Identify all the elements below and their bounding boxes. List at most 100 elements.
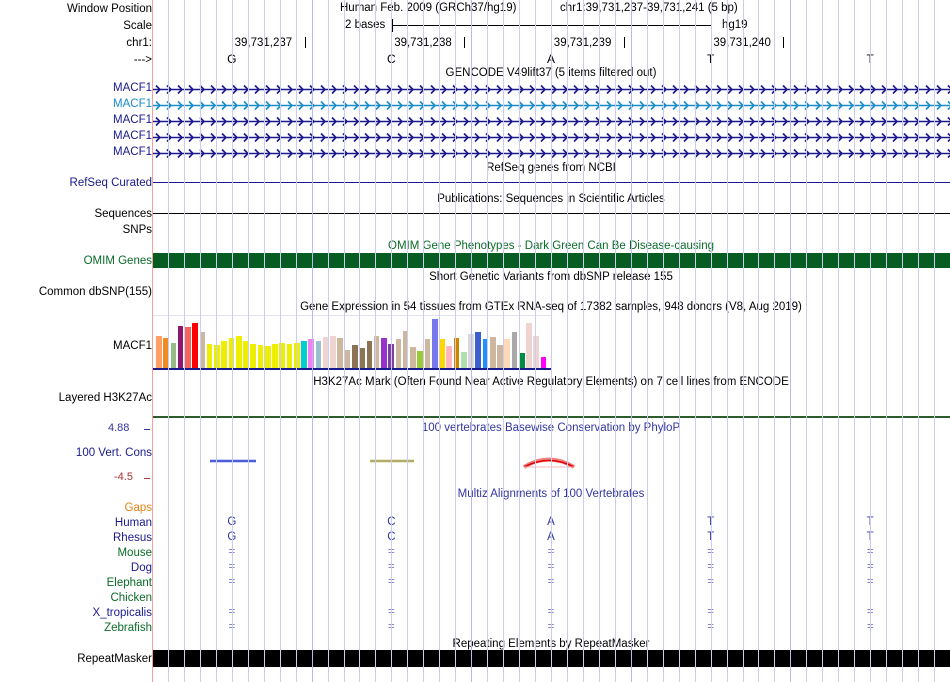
label-common-dbsnp[interactable]: Common dbSNP(155) bbox=[38, 286, 152, 298]
gtex-tissue-bar[interactable] bbox=[163, 338, 169, 369]
gtex-tissue-bar[interactable] bbox=[293, 342, 300, 369]
grid-line bbox=[503, 0, 505, 682]
label-100-vert-cons[interactable]: 100 Vert. Cons bbox=[75, 447, 152, 459]
gtex-tissue-bar[interactable] bbox=[250, 343, 257, 369]
track-data-pane: 39,731,237 39,731,238 39,731,239 39,731,240… bbox=[108, 0, 950, 682]
label-species-human[interactable]: Human bbox=[114, 517, 152, 529]
grid-line bbox=[167, 0, 169, 682]
label-gaps[interactable]: Gaps bbox=[124, 502, 153, 514]
gtex-tissue-bar[interactable] bbox=[214, 344, 220, 369]
gtex-tissue-bar[interactable] bbox=[489, 337, 496, 369]
label-gencode-row-3[interactable]: MACF1 bbox=[113, 130, 152, 142]
gtex-tissue-bar[interactable] bbox=[228, 338, 235, 369]
gtex-tissue-bar[interactable] bbox=[272, 344, 278, 369]
label-species-dog[interactable]: Dog bbox=[130, 562, 152, 574]
gtex-tissue-bar[interactable] bbox=[395, 339, 402, 369]
scale-tick-left bbox=[392, 19, 393, 32]
gtex-tissue-bar[interactable] bbox=[388, 343, 394, 369]
gtex-tissue-bar[interactable] bbox=[453, 338, 460, 369]
gtex-tissue-bar[interactable] bbox=[526, 323, 532, 369]
grid-line bbox=[678, 0, 680, 682]
label-gencode-row-4[interactable]: MACF1 bbox=[113, 146, 152, 158]
gtex-tissue-bar[interactable] bbox=[257, 344, 264, 369]
gtex-tissue-bar[interactable] bbox=[308, 339, 315, 369]
gtex-tissue-bar[interactable] bbox=[170, 342, 177, 369]
label-repeatmasker[interactable]: RepeatMasker bbox=[77, 653, 152, 665]
gtex-tissue-bar[interactable] bbox=[475, 331, 482, 369]
gtex-tissue-bar[interactable] bbox=[337, 338, 344, 369]
label-omim-genes[interactable]: OMIM Genes bbox=[83, 255, 152, 267]
gtex-tissue-bar[interactable] bbox=[156, 336, 162, 369]
gtex-tissue-bar[interactable] bbox=[330, 336, 336, 369]
gtex-tissue-bar[interactable] bbox=[264, 345, 271, 369]
label-species-x-tropicalis[interactable]: X_tropicalis bbox=[92, 607, 152, 619]
gtex-bar-chart[interactable] bbox=[152, 315, 552, 370]
gtex-tissue-bar[interactable] bbox=[315, 340, 322, 369]
gtex-tissue-bar[interactable] bbox=[206, 343, 213, 369]
gtex-tissue-bar[interactable] bbox=[177, 325, 184, 369]
gtex-tissue-bar[interactable] bbox=[511, 331, 518, 369]
gtex-tissue-bar[interactable] bbox=[279, 342, 286, 369]
gtex-tissue-bar[interactable] bbox=[460, 352, 467, 369]
grid-line bbox=[902, 0, 904, 682]
grid-line bbox=[423, 0, 425, 682]
gtex-tissue-bar[interactable] bbox=[402, 330, 409, 369]
gtex-tissue-bar[interactable] bbox=[417, 350, 423, 369]
gtex-tissue-bar[interactable] bbox=[518, 353, 525, 369]
label-species-rhesus[interactable]: Rhesus bbox=[113, 532, 152, 544]
gencode-transcript-row[interactable] bbox=[152, 98, 950, 111]
gtex-tissue-bar[interactable] bbox=[373, 336, 380, 369]
label-refseq-curated[interactable]: RefSeq Curated bbox=[69, 177, 152, 189]
label-gencode-row-2[interactable]: MACF1 bbox=[113, 114, 152, 126]
grid-line bbox=[918, 0, 920, 682]
gtex-tissue-bar[interactable] bbox=[533, 336, 540, 369]
label-gtex-macf1[interactable]: MACF1 bbox=[113, 340, 152, 352]
label-gencode-row-0[interactable]: MACF1 bbox=[113, 82, 152, 94]
gtex-tissue-bar[interactable] bbox=[344, 349, 351, 369]
grid-line bbox=[391, 0, 393, 682]
gtex-tissue-bar[interactable] bbox=[185, 326, 191, 369]
gtex-tissue-bar[interactable] bbox=[322, 337, 329, 369]
label-species-chicken[interactable]: Chicken bbox=[110, 592, 152, 604]
gtex-tissue-bar[interactable] bbox=[199, 331, 206, 369]
label-layered-h3k27ac[interactable]: Layered H3K27Ac bbox=[58, 392, 152, 404]
gtex-tissue-bar[interactable] bbox=[235, 336, 242, 369]
gtex-tissue-bar[interactable] bbox=[352, 344, 358, 369]
gtex-tissue-bar[interactable] bbox=[301, 341, 307, 369]
grid-line bbox=[934, 0, 936, 682]
gtex-tissue-bar[interactable] bbox=[468, 334, 474, 369]
gtex-tissue-bar[interactable] bbox=[439, 339, 445, 369]
label-gencode-row-1[interactable]: MACF1 bbox=[113, 98, 152, 110]
gtex-tissue-bar[interactable] bbox=[410, 346, 416, 369]
label-species-zebrafish[interactable]: Zebrafish bbox=[104, 622, 152, 634]
gtex-tissue-bar[interactable] bbox=[221, 341, 227, 369]
gtex-tissue-bar[interactable] bbox=[504, 339, 511, 369]
gtex-tissue-bar[interactable] bbox=[497, 344, 503, 369]
gtex-tissue-bar[interactable] bbox=[381, 338, 387, 369]
grid-line bbox=[822, 0, 824, 682]
gtex-tissue-bar[interactable] bbox=[366, 341, 373, 369]
gtex-tissue-bar[interactable] bbox=[192, 323, 198, 369]
gtex-tissue-bar[interactable] bbox=[424, 339, 431, 369]
grid-line bbox=[535, 0, 537, 682]
gtex-tissue-bar[interactable] bbox=[540, 357, 547, 369]
gencode-transcript-row[interactable] bbox=[152, 146, 950, 159]
grid-line bbox=[183, 0, 185, 682]
label-snps[interactable]: SNPs bbox=[122, 224, 152, 236]
coordinate-tick bbox=[783, 37, 785, 48]
conservation-tick-min bbox=[144, 478, 150, 479]
scale-text: 2 bases bbox=[345, 19, 386, 31]
track-label-column: Window Position Scale chr1: ---> MACF1 M… bbox=[0, 0, 152, 682]
gtex-tissue-bar[interactable] bbox=[482, 339, 489, 369]
label-sequences[interactable]: Sequences bbox=[94, 208, 152, 220]
label-species-mouse[interactable]: Mouse bbox=[117, 547, 152, 559]
label-species-elephant[interactable]: Elephant bbox=[106, 577, 152, 589]
gtex-tissue-bar[interactable] bbox=[243, 341, 249, 369]
grid-line bbox=[758, 0, 760, 682]
track-left-edge bbox=[152, 0, 153, 682]
gtex-tissue-bar[interactable] bbox=[431, 319, 438, 369]
gtex-tissue-bar[interactable] bbox=[446, 345, 453, 369]
gencode-arrow-strip bbox=[152, 100, 950, 111]
gtex-tissue-bar[interactable] bbox=[286, 343, 293, 369]
gtex-tissue-bar[interactable] bbox=[359, 347, 365, 369]
